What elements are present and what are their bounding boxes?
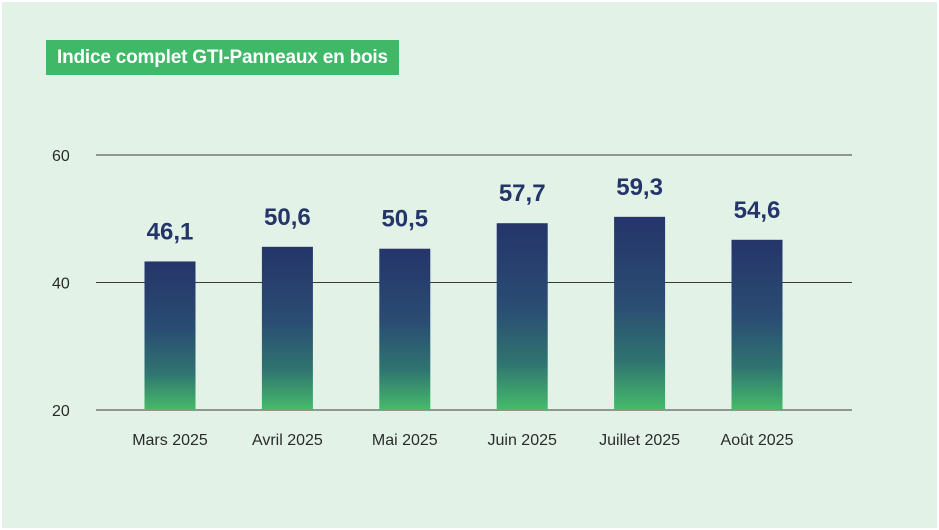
bar-3 bbox=[379, 248, 431, 410]
category-label: Août 2025 bbox=[721, 432, 794, 449]
value-label: 46,1 bbox=[147, 218, 194, 245]
bar-5 bbox=[614, 216, 666, 410]
labels: 20 40 60 46,1 Mars 2025 50,6 Avril 2025 50,5 Mai… bbox=[52, 148, 794, 449]
y-tick-label: 20 bbox=[52, 403, 70, 420]
bar-4 bbox=[496, 223, 548, 410]
value-label: 50,5 bbox=[381, 206, 428, 233]
y-tick-label: 60 bbox=[52, 148, 70, 165]
category-label: Juillet 2025 bbox=[599, 432, 680, 449]
value-label: 59,3 bbox=[616, 174, 663, 201]
bar-6 bbox=[731, 239, 783, 410]
bar-2 bbox=[261, 246, 313, 410]
grid-lines bbox=[96, 154, 852, 411]
value-label: 54,6 bbox=[734, 197, 781, 224]
category-label: Mars 2025 bbox=[132, 432, 208, 449]
value-label: 57,7 bbox=[499, 180, 546, 207]
bar-1 bbox=[144, 261, 196, 410]
category-label: Mai 2025 bbox=[372, 432, 438, 449]
chart-title: Indice complet GTI-Panneaux en bois bbox=[46, 40, 399, 75]
bars bbox=[144, 216, 783, 410]
category-label: Avril 2025 bbox=[252, 432, 323, 449]
y-tick-label: 40 bbox=[52, 276, 70, 293]
category-label: Juin 2025 bbox=[488, 432, 557, 449]
value-label: 50,6 bbox=[264, 204, 311, 231]
